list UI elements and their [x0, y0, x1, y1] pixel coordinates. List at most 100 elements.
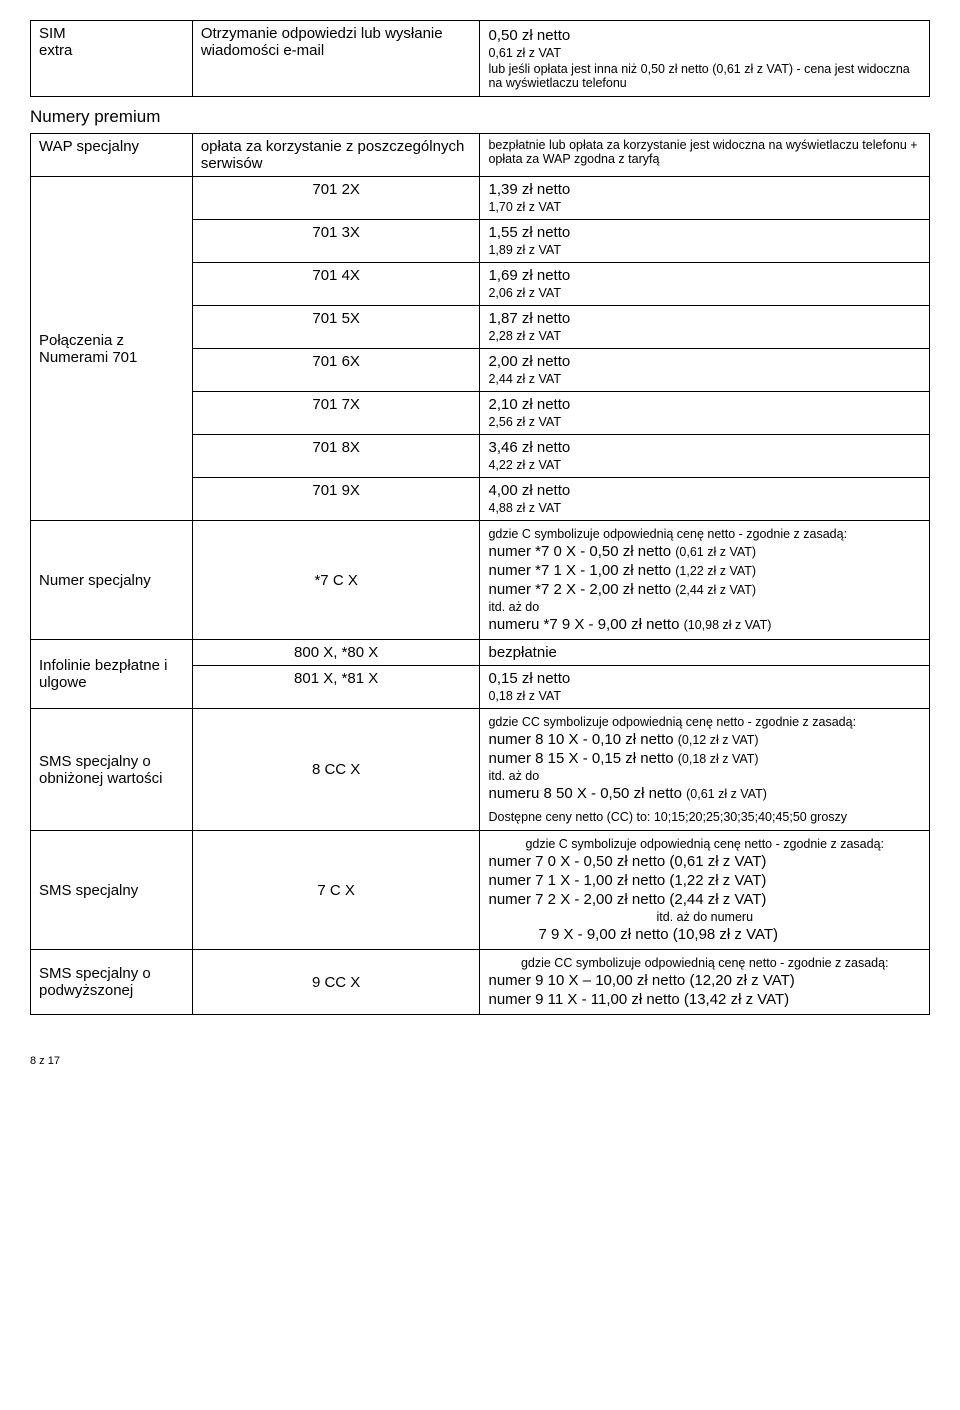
- code: 8 CC X: [192, 709, 480, 831]
- text: gdzie C symbolizuje odpowiednią cenę net…: [488, 837, 921, 851]
- table-row: SMS specjalny o podwyższonej 9 CC X gdzi…: [31, 950, 930, 1015]
- text: Dostępne ceny netto (CC) to: 10;15;20;25…: [488, 810, 921, 824]
- vat: 2,56 zł z VAT: [488, 415, 560, 429]
- t: numeru 8 50 X - 0,50 zł netto: [488, 785, 686, 802]
- text: numeru *7 9 X - 9,00 zł netto (10,98 zł …: [488, 616, 921, 633]
- net: 1,55 zł netto: [488, 224, 570, 241]
- text: numer 7 1 X - 1,00 zł netto (1,22 zł z V…: [488, 872, 921, 889]
- wap-label: WAP specjalny: [31, 134, 193, 177]
- text: 0,61 zł z VAT: [488, 46, 921, 60]
- text: numer *7 2 X - 2,00 zł netto (2,44 zł z …: [488, 581, 921, 598]
- t: numer *7 1 X - 1,00 zł netto: [488, 562, 675, 579]
- code: 701 8X: [192, 435, 480, 478]
- table-row: Numer specjalny *7 C X gdzie C symbolizu…: [31, 521, 930, 640]
- price: 4,00 zł netto 4,88 zł z VAT: [480, 478, 930, 521]
- numer-spec-desc: gdzie C symbolizuje odpowiednią cenę net…: [480, 521, 930, 640]
- text: lub jeśli opłata jest inna niż 0,50 zł n…: [488, 62, 921, 90]
- table-row: SIM extra Otrzymanie odpowiedzi lub wysł…: [31, 21, 930, 97]
- vat: 2,28 zł z VAT: [488, 329, 560, 343]
- net: 2,10 zł netto: [488, 396, 570, 413]
- net: 1,69 zł netto: [488, 267, 570, 284]
- wap-mid: opłata za korzystanie z poszczególnych s…: [192, 134, 480, 177]
- text: numer 7 0 X - 0,50 zł netto (0,61 zł z V…: [488, 853, 921, 870]
- price: 2,00 zł netto 2,44 zł z VAT: [480, 349, 930, 392]
- sim-extra-label: SIM extra: [31, 21, 193, 97]
- text: numer 7 2 X - 2,00 zł netto (2,44 zł z V…: [488, 891, 921, 908]
- t: numer 8 10 X - 0,10 zł netto: [488, 731, 677, 748]
- text: 0,50 zł netto: [488, 27, 921, 44]
- text: numeru 8 50 X - 0,50 zł netto (0,61 zł z…: [488, 785, 921, 802]
- t: (2,44 zł z VAT): [675, 583, 756, 597]
- code: 7 C X: [192, 831, 480, 950]
- code: *7 C X: [192, 521, 480, 640]
- price: 1,55 zł netto 1,89 zł z VAT: [480, 220, 930, 263]
- text: gdzie C symbolizuje odpowiednią cenę net…: [488, 527, 921, 541]
- t: (10,98 zł z VAT): [684, 618, 772, 632]
- vat: 2,06 zł z VAT: [488, 286, 560, 300]
- text: numer *7 0 X - 0,50 zł netto (0,61 zł z …: [488, 543, 921, 560]
- premium-table: WAP specjalny opłata za korzystanie z po…: [30, 133, 930, 1015]
- code: 801 X, *81 X: [192, 666, 480, 709]
- top-table: SIM extra Otrzymanie odpowiedzi lub wysł…: [30, 20, 930, 97]
- text: numer 8 10 X - 0,10 zł netto (0,12 zł z …: [488, 731, 921, 748]
- text: itd. aż do numeru: [488, 910, 921, 924]
- text: gdzie CC symbolizuje odpowiednią cenę ne…: [488, 956, 921, 970]
- text: gdzie CC symbolizuje odpowiednią cenę ne…: [488, 715, 921, 729]
- page-footer: 8 z 17: [30, 1055, 930, 1067]
- t: numer *7 2 X - 2,00 zł netto: [488, 581, 675, 598]
- top-price: 0,50 zł netto 0,61 zł z VAT lub jeśli op…: [480, 21, 930, 97]
- wap-desc: bezpłatnie lub opłata za korzystanie jes…: [480, 134, 930, 177]
- code: 701 3X: [192, 220, 480, 263]
- net: 4,00 zł netto: [488, 482, 570, 499]
- net: 3,46 zł netto: [488, 439, 570, 456]
- table-row: SMS specjalny o obniżonej wartości 8 CC …: [31, 709, 930, 831]
- t: (0,12 zł z VAT): [678, 733, 759, 747]
- sms-pod-label: SMS specjalny o podwyższonej: [31, 950, 193, 1015]
- vat: 4,88 zł z VAT: [488, 501, 560, 515]
- code: 701 7X: [192, 392, 480, 435]
- code: 701 2X: [192, 177, 480, 220]
- price: 3,46 zł netto4,22 zł z VAT: [480, 435, 930, 478]
- top-desc: Otrzymanie odpowiedzi lub wysłanie wiado…: [192, 21, 480, 97]
- sms-spec-label: SMS specjalny: [31, 831, 193, 950]
- code: 701 4X: [192, 263, 480, 306]
- t: (1,22 zł z VAT): [675, 564, 756, 578]
- price: 1,87 zł netto 2,28 zł z VAT: [480, 306, 930, 349]
- price: 1,69 zł netto 2,06 zł z VAT: [480, 263, 930, 306]
- t: numer 8 15 X - 0,15 zł netto: [488, 750, 677, 767]
- text: itd. aż do: [488, 769, 921, 783]
- text: numer 9 10 X – 10,00 zł netto (12,20 zł …: [488, 972, 921, 989]
- table-row: SMS specjalny 7 C X gdzie C symbolizuje …: [31, 831, 930, 950]
- price: 0,15 zł netto 0,18 zł z VAT: [480, 666, 930, 709]
- net: 0,15 zł netto: [488, 670, 570, 687]
- code: 701 9X: [192, 478, 480, 521]
- text: numer *7 1 X - 1,00 zł netto (1,22 zł z …: [488, 562, 921, 579]
- t: numer *7 0 X - 0,50 zł netto: [488, 543, 675, 560]
- sms-spec-desc: gdzie C symbolizuje odpowiednią cenę net…: [480, 831, 930, 950]
- price: 2,10 zł netto 2,56 zł z VAT: [480, 392, 930, 435]
- net: 1,39 zł netto: [488, 181, 570, 198]
- table-row: WAP specjalny opłata za korzystanie z po…: [31, 134, 930, 177]
- text: numer 8 15 X - 0,15 zł netto (0,18 zł z …: [488, 750, 921, 767]
- vat: 2,44 zł z VAT: [488, 372, 560, 386]
- t: (0,61 zł z VAT): [675, 545, 756, 559]
- sms-obn-label: SMS specjalny o obniżonej wartości: [31, 709, 193, 831]
- text: itd. aż do: [488, 600, 921, 614]
- net: 2,00 zł netto: [488, 353, 570, 370]
- vat: 0,18 zł z VAT: [488, 689, 560, 703]
- table-row: Infolinie bezpłatne i ulgowe 800 X, *80 …: [31, 640, 930, 666]
- polaczenia-label: Połączenia z Numerami 701: [31, 177, 193, 521]
- vat: 1,89 zł z VAT: [488, 243, 560, 257]
- section-heading: Numery premium: [30, 107, 930, 127]
- t: (0,18 zł z VAT): [678, 752, 759, 766]
- t: (0,61 zł z VAT): [686, 787, 767, 801]
- t: numeru *7 9 X - 9,00 zł netto: [488, 616, 683, 633]
- sms-pod-desc: gdzie CC symbolizuje odpowiednią cenę ne…: [480, 950, 930, 1015]
- text: 7 9 X - 9,00 zł netto (10,98 zł z VAT): [488, 926, 921, 943]
- net: 1,87 zł netto: [488, 310, 570, 327]
- code: 701 5X: [192, 306, 480, 349]
- vat: 1,70 zł z VAT: [488, 200, 560, 214]
- code: 800 X, *80 X: [192, 640, 480, 666]
- price: bezpłatnie: [480, 640, 930, 666]
- numer-spec-label: Numer specjalny: [31, 521, 193, 640]
